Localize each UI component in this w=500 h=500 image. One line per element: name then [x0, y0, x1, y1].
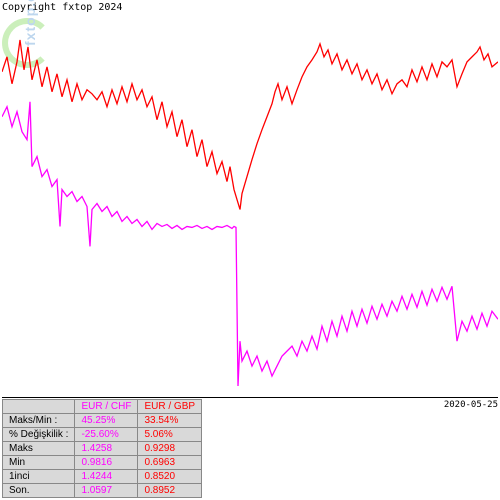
- row-label: 1inci: [3, 470, 75, 484]
- row-label: % Değişkilik :: [3, 428, 75, 442]
- row-label: Min: [3, 456, 75, 470]
- line-chart: [2, 12, 498, 397]
- chf-cell: 45.25%: [75, 414, 138, 428]
- row-label: Maks: [3, 442, 75, 456]
- header-chf: EUR / CHF: [75, 400, 138, 414]
- table-row: Min 0.9816 0.6963: [3, 456, 202, 470]
- row-label: Maks/Min :: [3, 414, 75, 428]
- gbp-cell: 33.54%: [138, 414, 202, 428]
- chf-cell: 0.9816: [75, 456, 138, 470]
- gbp-cell: 0.9298: [138, 442, 202, 456]
- gbp-cell: 0.6963: [138, 456, 202, 470]
- chf-cell: -25.60%: [75, 428, 138, 442]
- table-header-row: EUR / CHF EUR / GBP: [3, 400, 202, 414]
- header-gbp: EUR / GBP: [138, 400, 202, 414]
- chf-cell: 1.0597: [75, 484, 138, 498]
- chf-cell: 1.4244: [75, 470, 138, 484]
- gbp-cell: 0.8520: [138, 470, 202, 484]
- row-label: Son.: [3, 484, 75, 498]
- table-row: Son. 1.0597 0.8952: [3, 484, 202, 498]
- chart-area: [2, 12, 498, 398]
- gbp-cell: 5.06%: [138, 428, 202, 442]
- stats-table: EUR / CHF EUR / GBP Maks/Min : 45.25% 33…: [2, 399, 202, 498]
- table-row: Maks/Min : 45.25% 33.54%: [3, 414, 202, 428]
- table-row: Maks 1.4258 0.9298: [3, 442, 202, 456]
- header-blank: [3, 400, 75, 414]
- table-row: 1inci 1.4244 0.8520: [3, 470, 202, 484]
- table-row: % Değişkilik : -25.60% 5.06%: [3, 428, 202, 442]
- chf-cell: 1.4258: [75, 442, 138, 456]
- x-end-label: 2020-05-25: [444, 400, 498, 410]
- gbp-cell: 0.8952: [138, 484, 202, 498]
